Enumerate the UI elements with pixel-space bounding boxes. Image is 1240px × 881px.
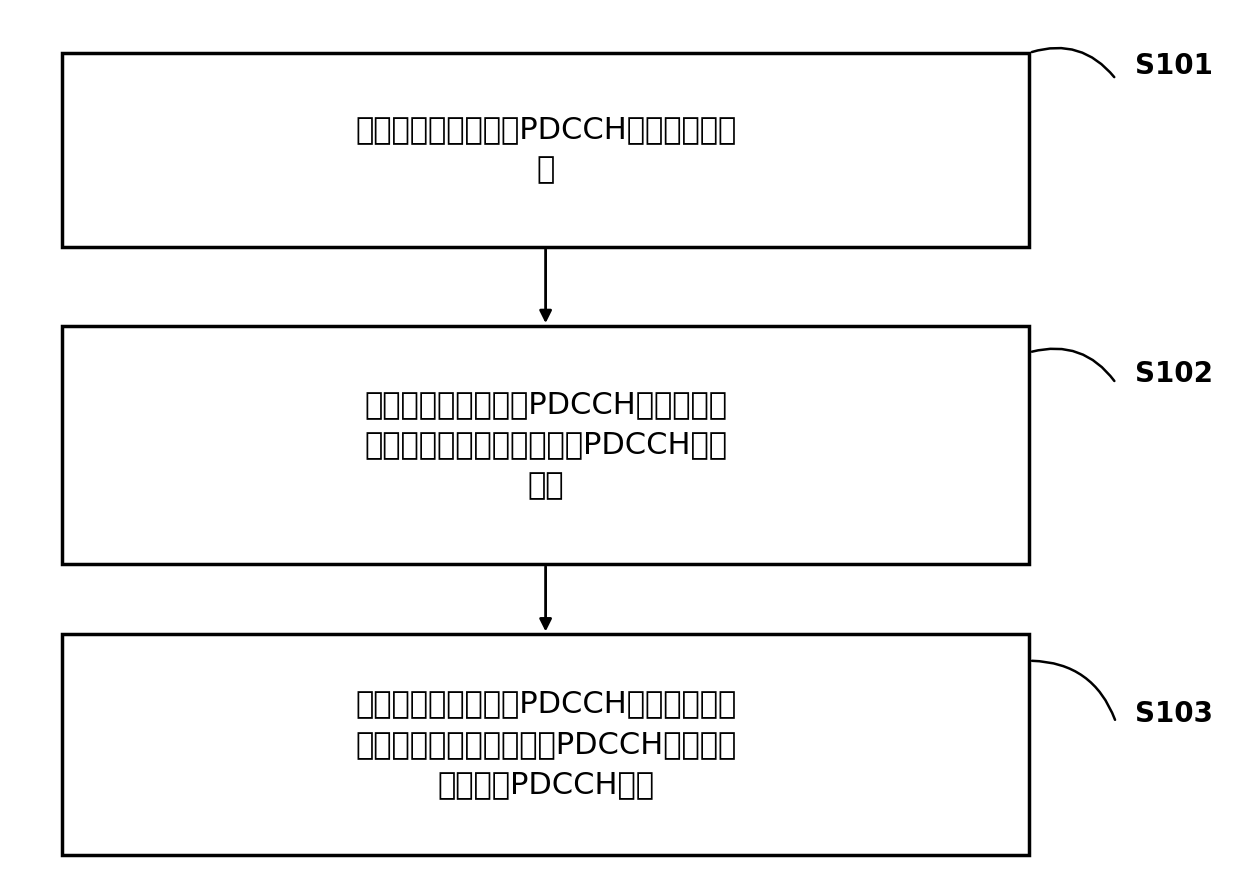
FancyArrowPatch shape: [1032, 661, 1115, 720]
FancyArrowPatch shape: [1032, 48, 1115, 78]
Text: 确定聚合等级组合或PDCCH候选组合的配
置: 确定聚合等级组合或PDCCH候选组合的配 置: [355, 115, 737, 184]
Text: S101: S101: [1135, 52, 1213, 80]
Text: S103: S103: [1135, 700, 1213, 728]
Bar: [62, 326, 1029, 564]
Text: S102: S102: [1135, 360, 1213, 389]
Bar: [62, 53, 1029, 247]
Text: 根据聚合等级组合或PDCCH候选组合的配
置，盲检聚合等级组合或PDCCH候选组合
所对应的PDCCH候选: 根据聚合等级组合或PDCCH候选组合的配 置，盲检聚合等级组合或PDCCH候选组…: [355, 690, 737, 799]
Text: 根据聚合等级组合或PDCCH候选组合的
配置，确定聚合等级组合或PDCCH候选
组合: 根据聚合等级组合或PDCCH候选组合的 配置，确定聚合等级组合或PDCCH候选 …: [365, 390, 727, 500]
FancyArrowPatch shape: [1032, 349, 1115, 381]
Bar: [62, 634, 1029, 855]
